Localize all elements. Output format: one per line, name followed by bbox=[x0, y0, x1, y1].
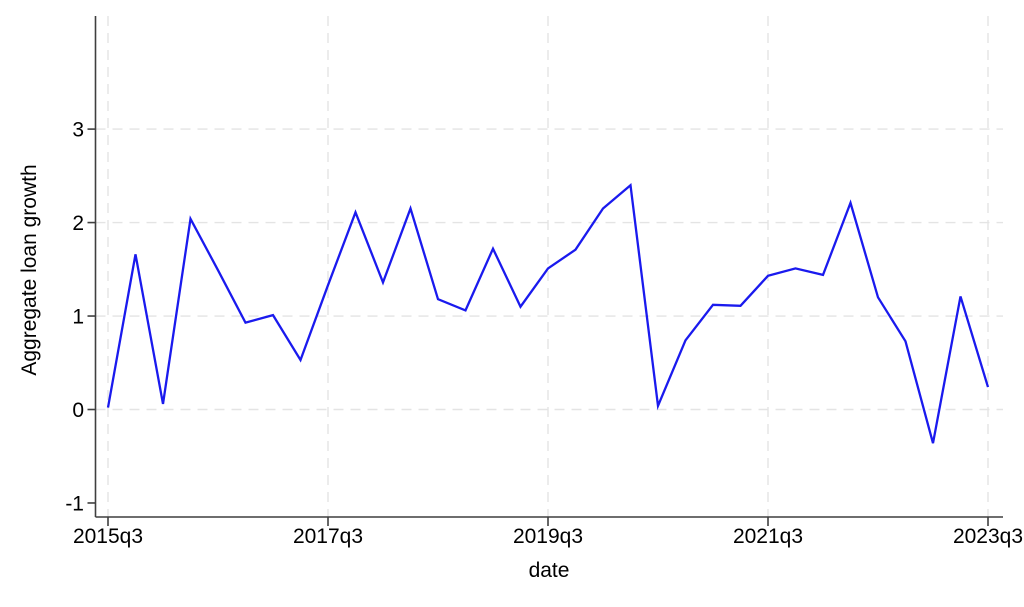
y-axis-title: Aggregate loan growth bbox=[18, 164, 41, 375]
y-tick-label: 0 bbox=[72, 399, 84, 422]
y-tick-label: 2 bbox=[72, 212, 84, 235]
y-tick-label: 3 bbox=[72, 119, 84, 142]
y-tick-label: 1 bbox=[72, 306, 84, 329]
plot-area: -1 0 1 2 3 2015q3 2017q3 2019q3 2021q3 2023q3 bbox=[65, 16, 1023, 548]
x-tick-label: 2017q3 bbox=[293, 525, 363, 548]
x-axis-title: date bbox=[529, 559, 570, 582]
series-line bbox=[106, 182, 990, 444]
x-tick-label: 2019q3 bbox=[513, 525, 583, 548]
x-tick-label: 2015q3 bbox=[73, 525, 143, 548]
x-tick-label: 2021q3 bbox=[733, 525, 803, 548]
x-tick-label: 2023q3 bbox=[953, 525, 1023, 548]
y-tick-label: -1 bbox=[65, 492, 84, 515]
